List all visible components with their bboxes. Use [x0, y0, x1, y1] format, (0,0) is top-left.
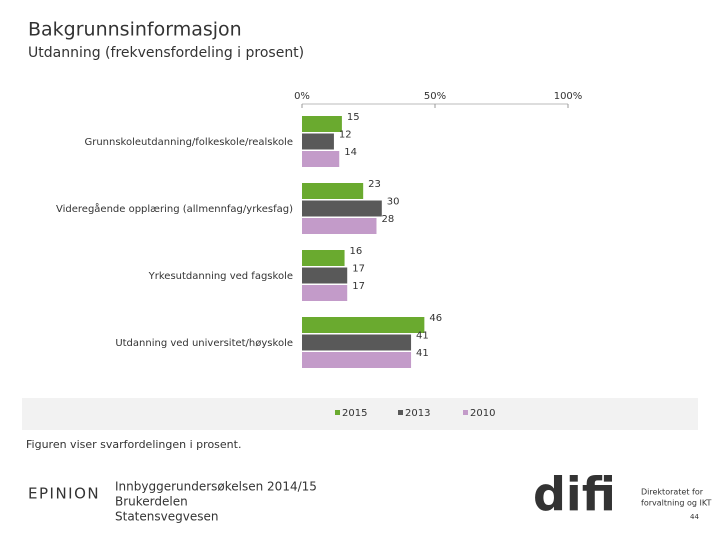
legend-swatch — [398, 410, 403, 415]
bar — [302, 352, 412, 368]
bar — [302, 151, 340, 167]
legend-label: 2013 — [405, 408, 430, 419]
bar — [302, 200, 382, 217]
logo: difi — [533, 468, 616, 522]
legend-panel — [22, 398, 698, 430]
value-label: 16 — [350, 246, 363, 257]
footer-line: Statensvegvesen — [115, 510, 218, 524]
bar — [302, 183, 364, 199]
logo-text: forvaltning og IKT — [641, 499, 711, 508]
x-tick-label: 100% — [554, 91, 583, 102]
note: Figuren viser svarfordelingen i prosent. — [26, 438, 241, 451]
value-label: 17 — [352, 264, 365, 275]
bar — [302, 317, 425, 333]
legend-label: 2015 — [342, 408, 367, 419]
value-label: 15 — [347, 112, 360, 123]
slide-title: Bakgrunnsinformasjon — [28, 19, 242, 41]
value-label: 41 — [416, 331, 429, 342]
bar — [302, 250, 345, 266]
bar — [302, 218, 377, 234]
footer-line: Brukerdelen — [115, 495, 188, 509]
logo-text: Direktoratet for — [641, 488, 704, 497]
value-label: 30 — [387, 197, 400, 208]
value-label: 12 — [339, 130, 352, 141]
value-label: 14 — [344, 147, 357, 158]
footer-line: Innbyggerundersøkelsen 2014/15 — [115, 480, 317, 494]
bar — [302, 267, 348, 284]
category-label: Yrkesutdanning ved fagskole — [148, 271, 293, 282]
bar — [302, 334, 412, 351]
legend-swatch — [335, 410, 340, 415]
subtitle: Utdanning (frekvensfordeling i prosent) — [28, 45, 304, 61]
value-label: 46 — [429, 313, 442, 324]
value-label: 28 — [381, 214, 394, 225]
category-label: Grunnskoleutdanning/folkeskole/realskole — [84, 137, 293, 148]
legend-label: 2010 — [470, 408, 495, 419]
bar — [302, 133, 334, 150]
bar — [302, 285, 348, 301]
value-label: 17 — [352, 281, 365, 292]
category-label: Utdanning ved universitet/høyskole — [115, 338, 293, 349]
page-number: 44 — [690, 513, 699, 521]
legend-swatch — [463, 410, 468, 415]
value-label: 41 — [416, 348, 429, 359]
brand: EPINION — [28, 485, 100, 503]
x-tick-label: 0% — [294, 91, 310, 102]
category-label: Videregående opplæring (allmennfag/yrkes… — [56, 202, 293, 215]
bar — [302, 116, 342, 132]
x-tick-label: 50% — [424, 91, 446, 102]
value-label: 23 — [368, 179, 381, 190]
